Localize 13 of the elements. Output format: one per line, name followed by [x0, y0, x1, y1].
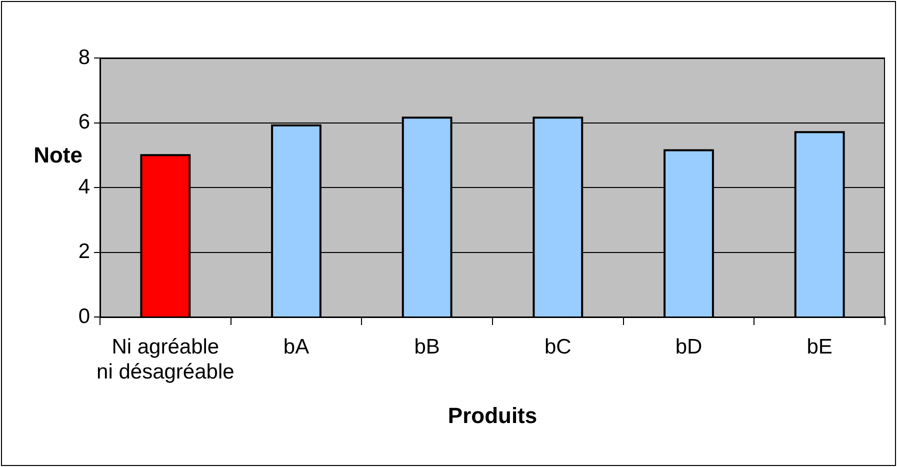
x-tick-label: bC [544, 335, 572, 358]
y-tick-label: 4 [78, 175, 90, 198]
y-axis-title: Note [34, 142, 82, 168]
x-tick-label: bD [675, 335, 702, 358]
y-tick-label: 6 [78, 110, 90, 134]
x-axis-title: Produits [448, 403, 538, 428]
y-tick-label: 0 [78, 304, 90, 328]
x-tick-label: Ni agréable ni désagréable [96, 335, 234, 384]
x-tick-label: bB [414, 335, 440, 358]
x-tick-label: bA [283, 335, 310, 358]
y-tick-label: 2 [78, 240, 90, 264]
x-tick-label: bE [806, 335, 832, 358]
y-tick-label: 8 [78, 46, 90, 69]
